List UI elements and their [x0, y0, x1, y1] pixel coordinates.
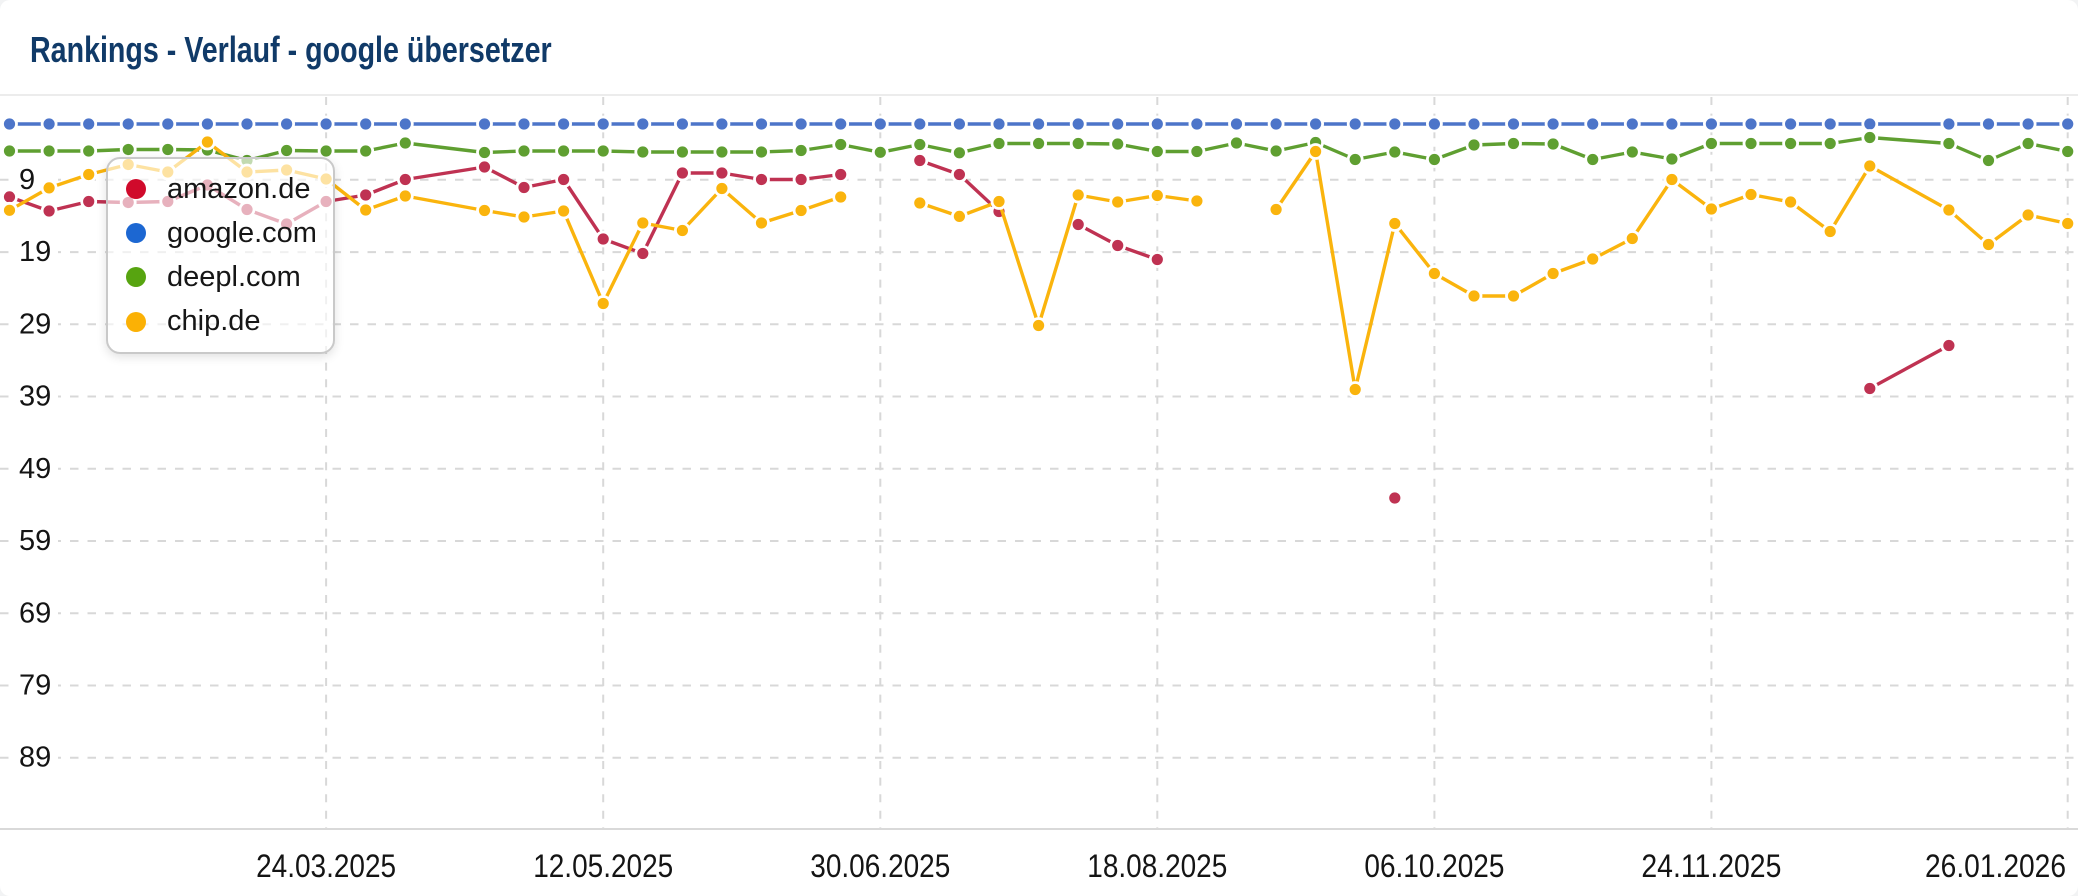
svg-text:59: 59 — [19, 525, 51, 557]
svg-text:9: 9 — [19, 164, 35, 196]
svg-text:89: 89 — [19, 742, 51, 774]
svg-text:79: 79 — [19, 670, 51, 702]
svg-text:19: 19 — [19, 236, 51, 268]
svg-text:49: 49 — [19, 453, 51, 485]
svg-text:39: 39 — [19, 381, 51, 413]
svg-text:26.01.2026: 26.01.2026 — [1925, 848, 2066, 884]
svg-text:29: 29 — [19, 308, 51, 340]
svg-text:12.05.2025: 12.05.2025 — [533, 848, 673, 884]
svg-text:06.10.2025: 06.10.2025 — [1364, 848, 1504, 884]
svg-text:69: 69 — [19, 597, 51, 629]
svg-text:30.06.2025: 30.06.2025 — [810, 848, 950, 884]
svg-text:24.03.2025: 24.03.2025 — [256, 848, 396, 884]
svg-text:18.08.2025: 18.08.2025 — [1087, 848, 1227, 884]
svg-text:24.11.2025: 24.11.2025 — [1641, 848, 1781, 884]
